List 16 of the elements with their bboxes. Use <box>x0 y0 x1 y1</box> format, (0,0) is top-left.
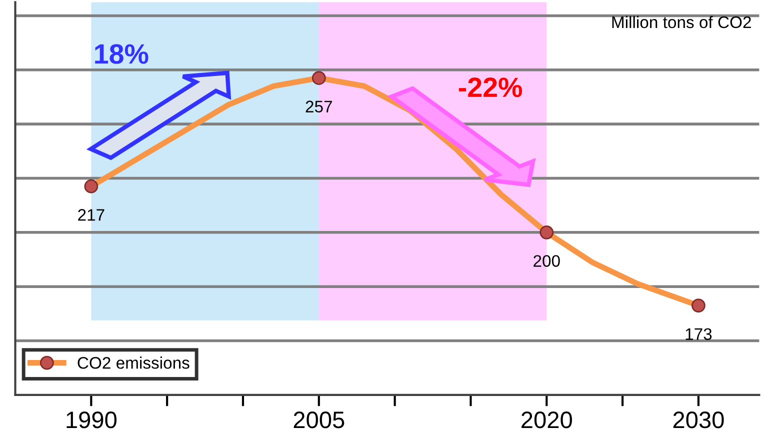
data-label: 200 <box>534 255 560 267</box>
legend-label: CO2 emissions <box>78 356 190 369</box>
x-tick-label: 2020 <box>522 412 572 428</box>
annotation: -22% <box>458 78 522 98</box>
x-tick-label: 2005 <box>294 412 344 428</box>
point <box>312 71 326 85</box>
annotation: 18% <box>95 44 148 64</box>
point <box>84 179 98 194</box>
data-label: 217 <box>78 209 104 221</box>
annotation: Million tons of CO2 <box>612 16 751 28</box>
point <box>540 225 554 240</box>
x-tick-label: 1990 <box>66 412 117 428</box>
data-label: 257 <box>306 100 332 112</box>
x-tick-label: 2030 <box>673 412 724 428</box>
point <box>692 298 706 312</box>
data-label: 173 <box>686 328 712 340</box>
